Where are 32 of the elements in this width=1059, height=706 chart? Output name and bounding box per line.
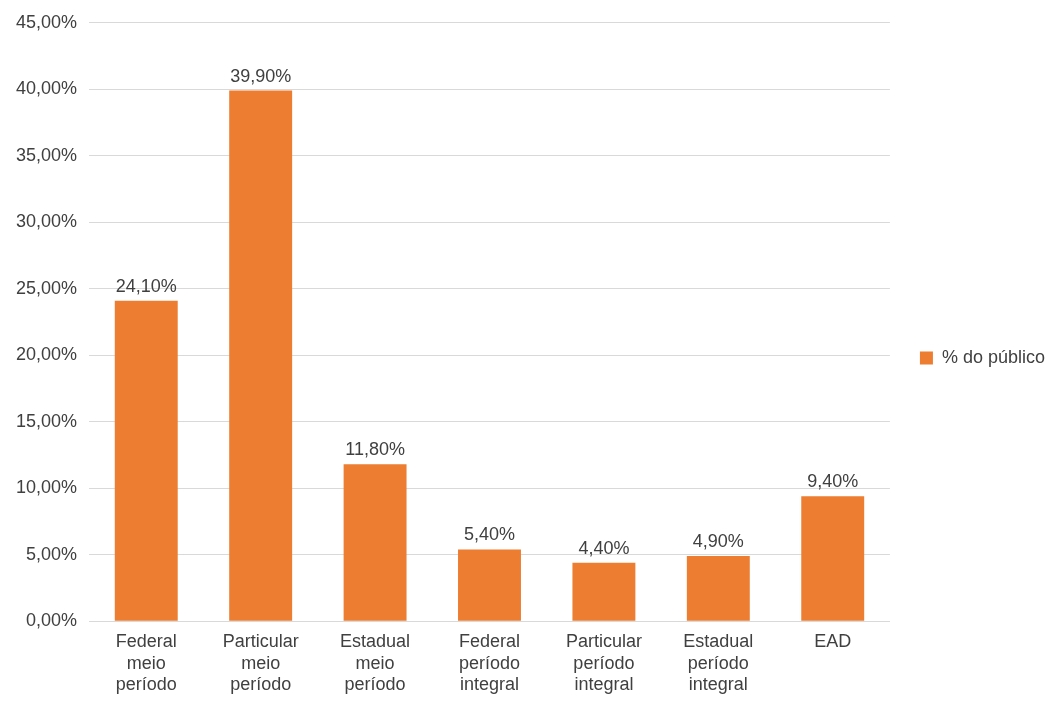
y-tick-label: 30,00% — [15, 211, 78, 232]
bar — [343, 464, 407, 621]
bar — [458, 549, 521, 621]
data-label: 5,40% — [463, 524, 516, 545]
x-tick-label: EAD — [814, 630, 852, 651]
bar — [572, 562, 636, 621]
y-tick-label: 45,00% — [15, 11, 78, 32]
y-tick-label: 0,00% — [26, 610, 78, 631]
legend-label: % do público — [941, 346, 1046, 367]
x-tick-label: Federal período integral — [458, 630, 521, 695]
data-label: 9,40% — [807, 471, 859, 492]
bar — [686, 556, 750, 621]
y-tick-label: 25,00% — [15, 277, 78, 298]
y-tick-label: 40,00% — [15, 78, 78, 99]
x-tick-label: Estadual meio período — [340, 630, 411, 695]
bar — [229, 90, 293, 621]
x-tick-label: Particular meio período — [222, 630, 299, 695]
x-tick-label: Estadual período integral — [683, 630, 754, 695]
data-label: 24,10% — [115, 275, 177, 296]
y-tick-label: 5,00% — [26, 543, 78, 564]
y-tick-label: 10,00% — [15, 477, 78, 498]
bar — [801, 496, 865, 621]
y-tick-label: 20,00% — [15, 344, 78, 365]
bar — [114, 300, 178, 621]
data-label: 39,90% — [230, 65, 292, 86]
x-tick-label: Federal meio período — [115, 630, 177, 695]
x-tick-label: Particular período integral — [565, 630, 642, 695]
data-label: 11,80% — [345, 439, 405, 460]
y-tick-label: 15,00% — [15, 410, 78, 431]
data-label: 4,90% — [692, 531, 744, 552]
y-tick-label: 35,00% — [15, 144, 78, 165]
data-label: 4,40% — [578, 537, 630, 558]
